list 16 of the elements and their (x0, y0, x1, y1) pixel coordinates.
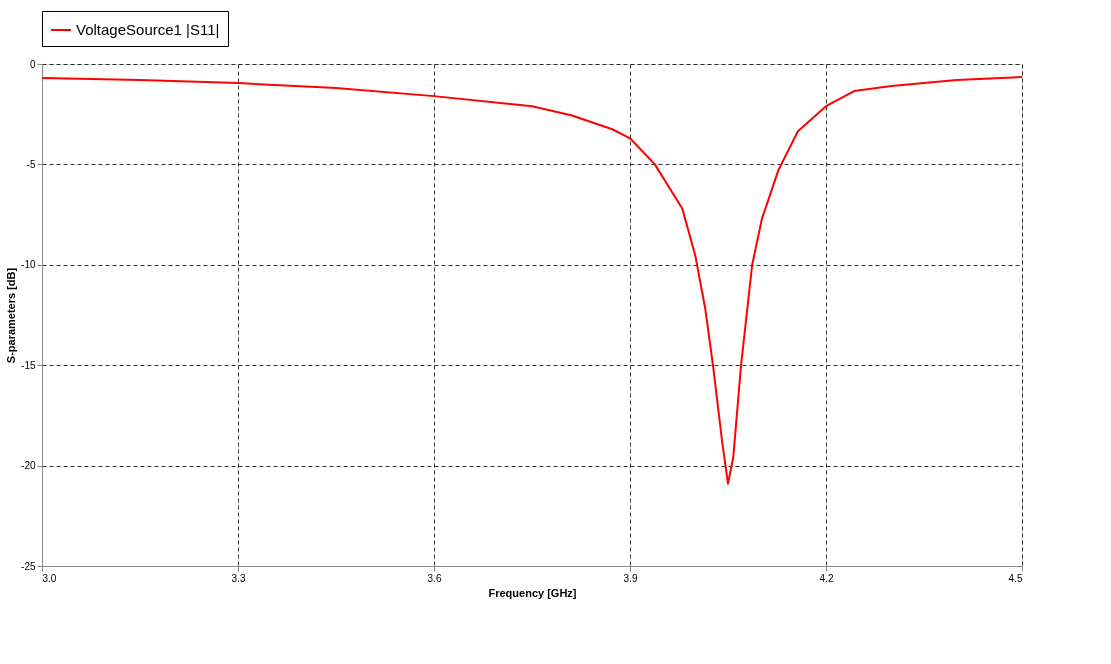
y-axis-title: S-parameters [dB] (5, 267, 18, 364)
y-tick-label: -15 (21, 359, 36, 371)
x-tick-label: 4.2 (819, 572, 834, 584)
y-tick-label: -5 (26, 158, 36, 170)
y-tick-label: 0 (29, 58, 36, 70)
x-tick-label: 3.0 (42, 572, 57, 584)
x-tick-label: 3.3 (231, 572, 246, 584)
y-tick-label: -10 (21, 259, 36, 271)
x-tick-label: 3.6 (427, 572, 442, 584)
y-tick-label: -25 (21, 560, 36, 572)
line-series (41, 76, 1023, 485)
x-tick-label: 3.9 (623, 572, 638, 584)
legend-label: VoltageSource1 |S11| (76, 21, 220, 38)
x-tick-label: 4.5 (1008, 572, 1023, 584)
y-tick-label: -20 (21, 460, 36, 472)
x-axis-title: Frequency [GHz] (488, 586, 577, 599)
